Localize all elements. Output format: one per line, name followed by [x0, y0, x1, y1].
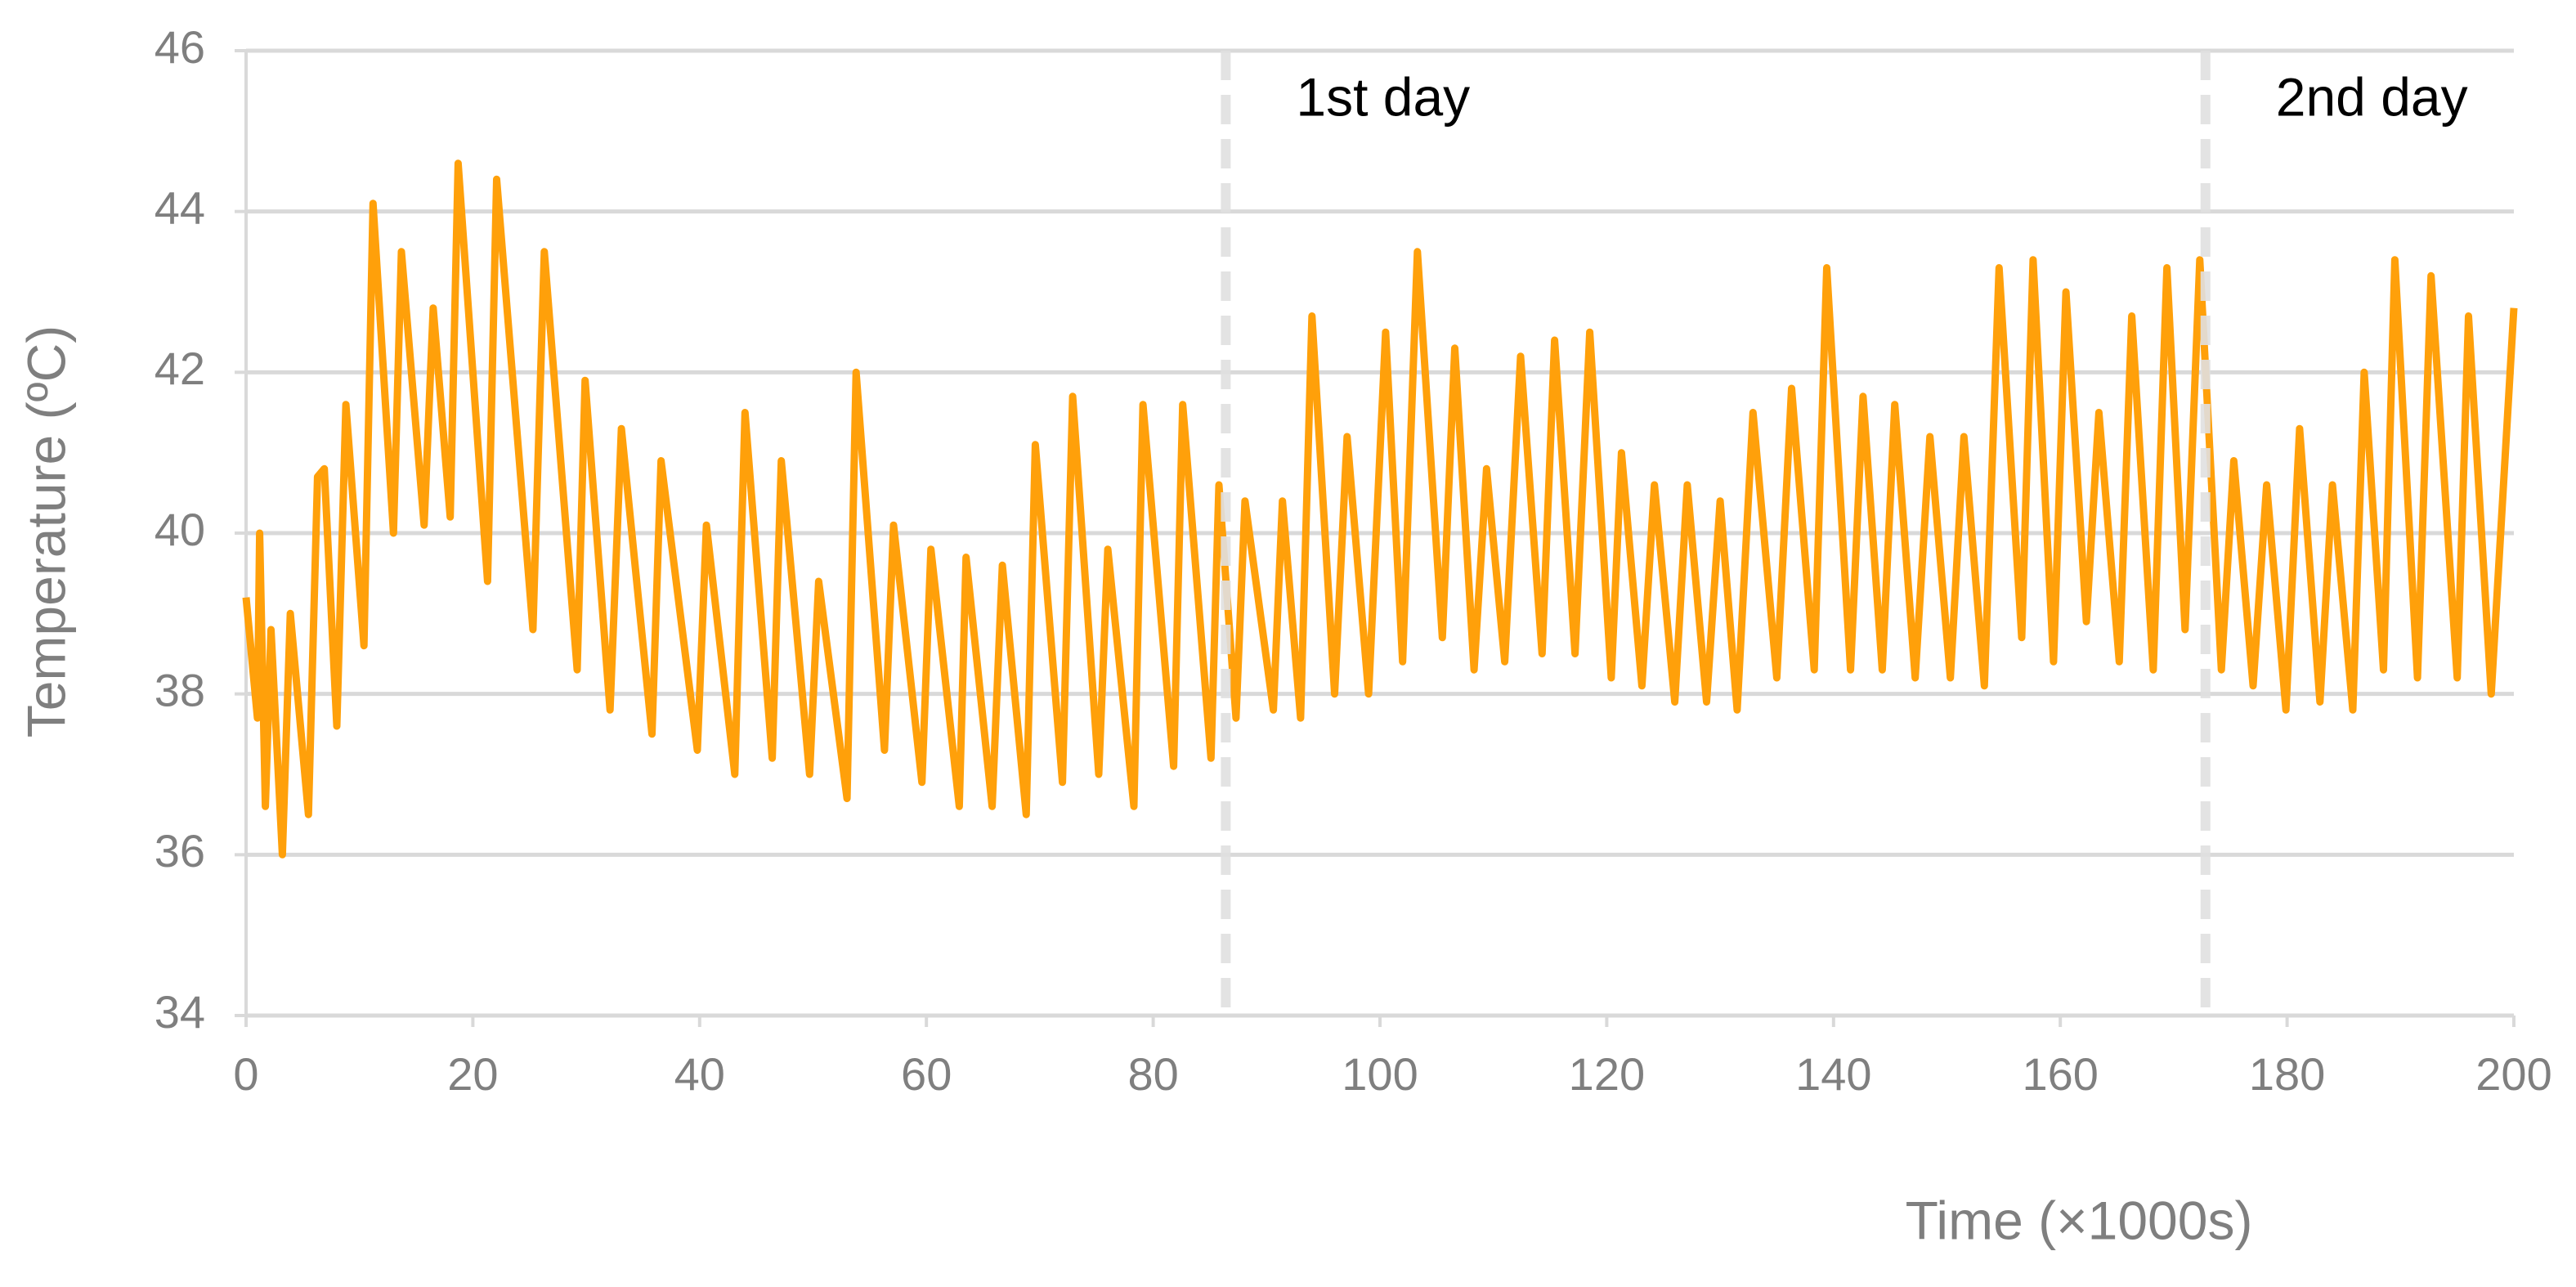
x-tick-label: 200	[2475, 1048, 2551, 1100]
y-tick-label: 46	[155, 21, 205, 73]
y-tick-label: 44	[155, 182, 205, 233]
x-tick-label: 20	[447, 1048, 498, 1100]
y-tick-label: 42	[155, 343, 205, 394]
y-tick-label: 34	[155, 986, 205, 1038]
y-axis-title: Temperature (ºC)	[16, 325, 76, 738]
x-tick-label: 60	[901, 1048, 952, 1100]
x-tick-label: 80	[1127, 1048, 1178, 1100]
y-tick-label: 38	[155, 664, 205, 715]
x-tick-label: 160	[2022, 1048, 2098, 1100]
x-tick-label: 0	[233, 1048, 258, 1100]
x-tick-label: 120	[1569, 1048, 1645, 1100]
day-annotation: 1st day	[1296, 66, 1470, 127]
day-annotation: 2nd day	[2276, 66, 2468, 127]
data-line	[242, 159, 2518, 859]
x-axis-title: Time (×1000s)	[1906, 1190, 2253, 1250]
x-tick-label: 140	[1795, 1048, 1871, 1100]
x-tick-label: 180	[2249, 1048, 2325, 1100]
y-tick-label: 36	[155, 825, 205, 877]
x-tick-label: 40	[674, 1048, 725, 1100]
x-tick-label: 100	[1342, 1048, 1418, 1100]
y-tick-label: 40	[155, 504, 205, 555]
